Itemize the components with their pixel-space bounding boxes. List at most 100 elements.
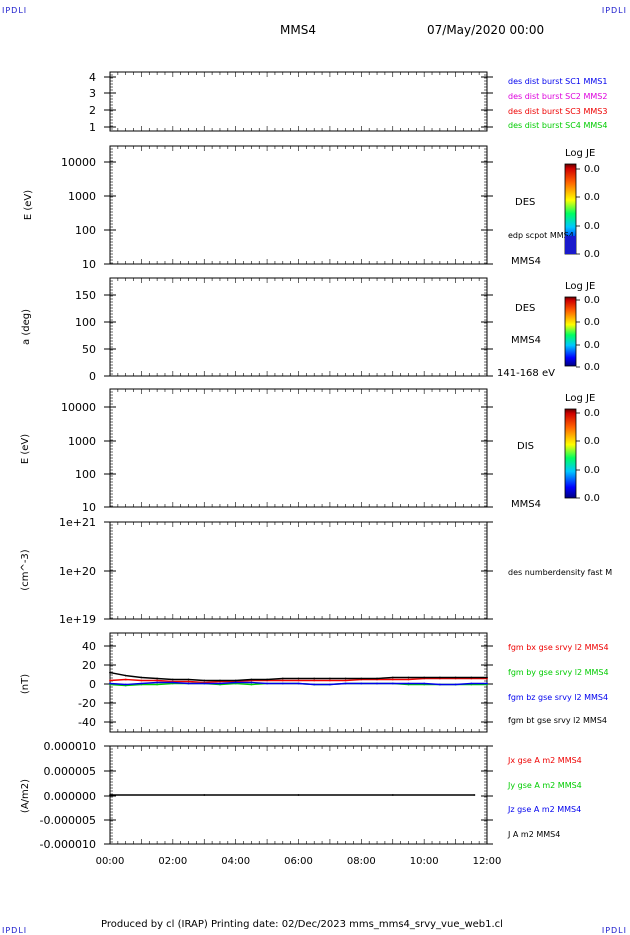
data-point	[329, 679, 331, 682]
y-tick-label: 0.000010	[44, 740, 97, 753]
data-point	[391, 794, 394, 796]
data-point	[109, 671, 111, 674]
y-tick-label: -20	[78, 697, 96, 710]
data-point	[203, 679, 206, 682]
panel-frame	[109, 521, 488, 620]
panel7	[104, 745, 493, 845]
data-point	[234, 681, 237, 684]
data-point	[470, 676, 473, 679]
y-tick-label: 10000	[61, 156, 96, 169]
data-point	[454, 676, 457, 679]
legend-entry: fgm bz gse srvy l2 MMS4	[508, 693, 608, 702]
colorbar-tick-label: 0.0	[584, 192, 600, 203]
data-point	[313, 683, 316, 686]
data-point	[454, 683, 457, 686]
data-point	[344, 679, 347, 682]
legend-entry: fgm by gse srvy l2 MMS4	[508, 668, 609, 677]
data-point	[187, 682, 190, 685]
y-tick-label: 100	[75, 468, 96, 481]
data-point	[219, 682, 221, 685]
panel6	[104, 632, 493, 733]
x-tick-label: 10:00	[410, 856, 439, 867]
x-tick-label: 04:00	[221, 856, 250, 867]
colorbar-tick-label: 0.0	[584, 295, 600, 306]
data-point	[297, 682, 300, 685]
panel-frame	[109, 71, 488, 132]
y-tick-label: 1e+21	[59, 516, 96, 529]
colorbar	[564, 296, 577, 367]
data-point	[156, 679, 159, 682]
data-point	[297, 679, 300, 682]
colorbar-title: Log JE	[565, 148, 595, 159]
data-point	[171, 681, 174, 684]
data-point	[391, 676, 394, 679]
x-tick-label: 08:00	[347, 856, 376, 867]
corner-label-top-left: IPDLI	[2, 6, 28, 15]
panel3	[104, 277, 580, 377]
data-point	[391, 682, 394, 685]
data-point	[344, 682, 347, 685]
data-point	[376, 682, 378, 685]
y-axis-label: (nT)	[20, 674, 31, 694]
data-point	[109, 794, 111, 796]
x-tick-label: 00:00	[96, 856, 125, 867]
x-tick-label: 06:00	[284, 856, 313, 867]
y-tick-label: -0.000005	[40, 814, 96, 827]
panel1	[104, 71, 493, 132]
legend-entry: Jx gse A m2 MMS4	[507, 756, 582, 765]
panel-frame	[109, 388, 488, 508]
colorbar-tick-label: 0.0	[584, 465, 600, 476]
colorbar-title: Log JE	[565, 281, 595, 292]
y-tick-label: 0.000000	[44, 790, 97, 803]
data-point	[407, 682, 410, 685]
data-point	[391, 678, 394, 681]
y-tick-label: 1e+20	[59, 565, 96, 578]
legend-entry: Jz gse A m2 MMS4	[507, 805, 581, 814]
data-point	[439, 676, 441, 679]
data-point	[281, 682, 284, 685]
data-point	[439, 683, 441, 686]
colorbar-tick-label: 0.0	[584, 221, 600, 232]
y-tick-label: 10000	[61, 401, 96, 414]
y-tick-label: 100	[75, 316, 96, 329]
data-point	[156, 683, 159, 686]
data-point	[250, 678, 253, 681]
data-point	[344, 677, 347, 680]
data-point	[423, 676, 426, 679]
y-tick-label: 3	[89, 87, 96, 100]
data-point	[140, 679, 143, 682]
y-axis-label: E (eV)	[23, 190, 34, 220]
data-point	[250, 681, 253, 684]
legend-entry: fgm bx gse srvy l2 MMS4	[508, 643, 609, 652]
legend-entry: des dist burst SC1 MMS1	[508, 77, 607, 86]
y-axis-label: (cm^-3)	[20, 549, 31, 590]
data-point	[187, 678, 190, 681]
colorbar-tick-label: 0.0	[584, 340, 600, 351]
y-tick-label: 4	[89, 71, 96, 84]
corner-label-bottom-right: IPDLI	[601, 926, 627, 935]
data-point	[313, 679, 316, 682]
data-point	[234, 679, 237, 682]
legend-entry: Jy gse A m2 MMS4	[507, 781, 582, 790]
y-tick-label: 1000	[68, 435, 96, 448]
y-axis-label: a (deg)	[21, 309, 32, 345]
panel-label: MMS4	[511, 256, 541, 267]
y-tick-label: 1	[89, 121, 96, 134]
y-tick-label: 0.000005	[44, 765, 97, 778]
data-point	[203, 794, 206, 796]
y-axis-label: (A/m2)	[20, 779, 31, 813]
panel-label: 141-168 eV	[497, 368, 555, 379]
data-point	[219, 679, 221, 682]
panel-frame	[109, 277, 488, 377]
y-tick-label: 50	[82, 343, 96, 356]
colorbar-tick-label: 0.0	[584, 408, 600, 419]
y-tick-label: 40	[82, 640, 96, 653]
data-point	[171, 678, 174, 681]
legend-entry: des dist burst SC4 MMS4	[508, 121, 607, 130]
panel-label: DIS	[517, 441, 534, 452]
colorbar-tick-label: 0.0	[584, 436, 600, 447]
corner-label-top-right: IPDLI	[601, 6, 627, 15]
data-point	[124, 674, 127, 677]
y-tick-label: 1e+19	[59, 613, 96, 626]
data-point	[140, 676, 143, 679]
